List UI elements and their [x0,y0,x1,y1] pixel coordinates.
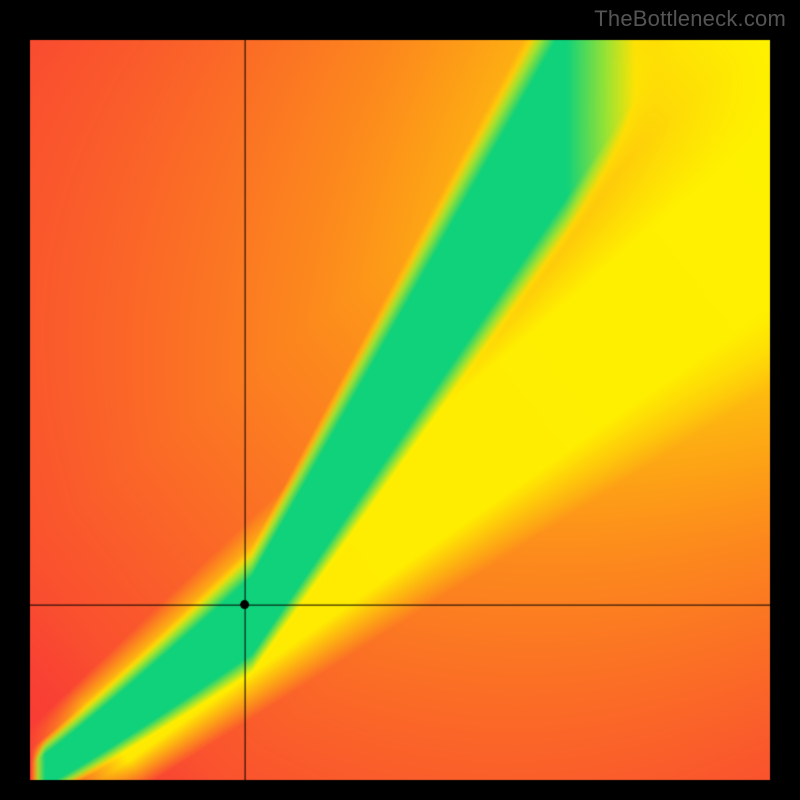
bottleneck-heatmap [0,0,800,800]
watermark-text: TheBottleneck.com [594,6,786,32]
chart-container: TheBottleneck.com [0,0,800,800]
